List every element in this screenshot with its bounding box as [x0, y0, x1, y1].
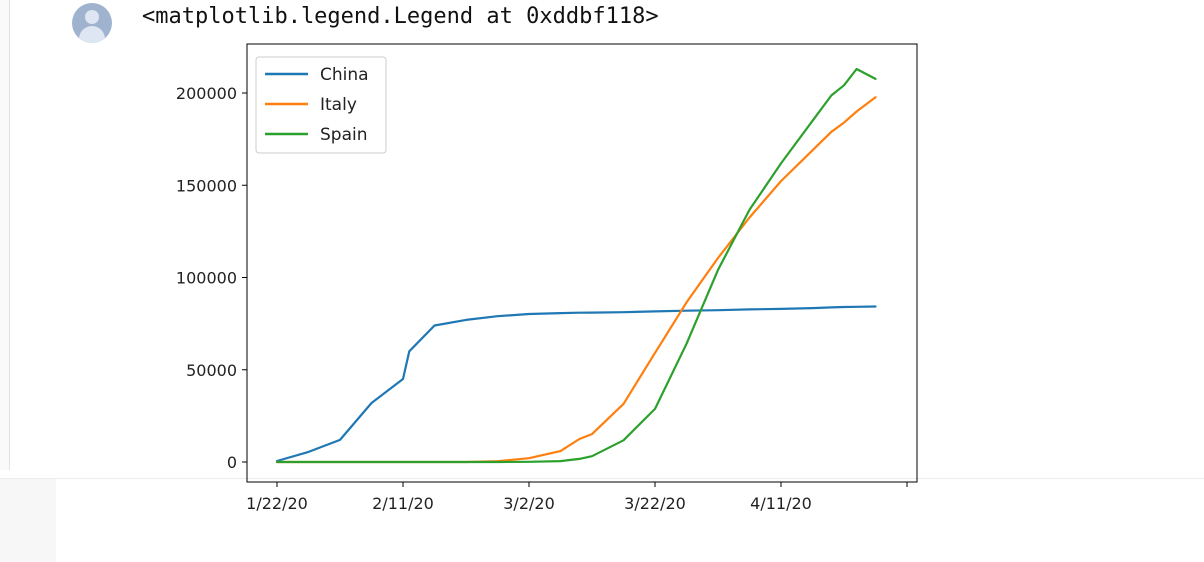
cell-separator: [0, 478, 1204, 479]
legend-label-china: China: [320, 65, 369, 85]
ticks-layer: 0 50000 100000 150000 200000 1/22/20 2/11/20 3/…: [176, 84, 908, 513]
y-tick-label: 0: [227, 453, 237, 472]
avatar-head: [85, 10, 99, 24]
cell-gutter: [0, 479, 56, 562]
series-layer: [275, 67, 877, 464]
user-avatar-icon: [72, 3, 112, 43]
x-tick-label: 3/22/20: [624, 494, 686, 513]
legend-label-italy: Italy: [320, 95, 357, 115]
x-tick-label: 4/11/20: [750, 494, 812, 513]
y-tick-label: 100000: [176, 269, 237, 288]
x-tick-label: 1/22/20: [246, 494, 308, 513]
series-line-spain: [275, 67, 877, 464]
legend-box: [255, 56, 387, 154]
notebook-footer-area: [0, 478, 1204, 562]
y-tick-label: 50000: [186, 361, 237, 380]
y-tick-label: 200000: [176, 84, 237, 103]
avatar-body: [79, 26, 105, 43]
y-tick-label: 150000: [176, 176, 237, 195]
legend-label-spain: Spain: [320, 125, 368, 145]
axes-frame: [246, 43, 918, 483]
notebook-left-border: [0, 0, 10, 470]
series-line-china: [275, 305, 877, 463]
x-tick-label: 3/2/20: [503, 494, 555, 513]
x-tick-label: 2/11/20: [372, 494, 434, 513]
cell-output-text: <matplotlib.legend.Legend at 0xddbf118>: [142, 4, 659, 29]
legend: China Italy Spain: [255, 56, 387, 154]
